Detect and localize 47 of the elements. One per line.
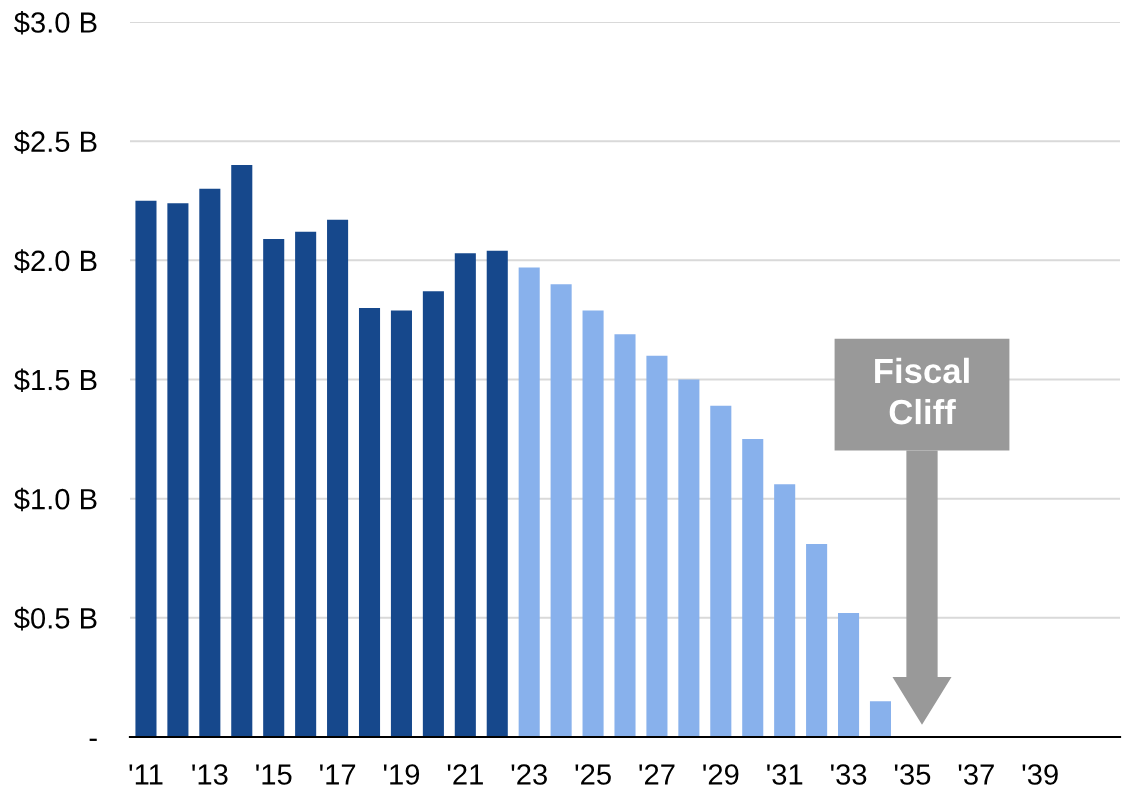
bar [646,355,668,737]
bar [135,200,157,737]
bar [390,310,412,737]
x-tick-label: '13 [192,764,228,785]
bar [295,231,317,737]
x-tick-label: '35 [894,764,931,785]
x-tick-label: '17 [320,764,356,785]
bar [614,334,636,737]
y-tick-label: $2.0 B [14,249,97,273]
x-tick-label: '23 [511,764,547,785]
bar [231,165,253,737]
y-tick-label: $2.5 B [14,130,97,154]
x-tick-label: '15 [256,764,292,785]
bar [582,310,604,737]
bar [263,238,285,737]
x-tick-label: '37 [958,764,994,785]
bar [869,701,892,737]
x-tick-label: '33 [831,764,867,785]
bar [199,188,221,737]
bar [774,484,796,737]
bar [710,405,732,737]
bar [422,291,444,737]
x-tick-label: '31 [767,764,803,785]
bar [327,219,349,737]
x-tick-label: '27 [639,764,675,785]
y-tick-label: $1.0 B [14,487,97,512]
x-tick-label: '39 [1022,764,1058,785]
y-tick-label: $0.5 B [14,606,97,631]
x-tick-label: '19 [383,764,420,785]
bar [806,543,828,737]
bar [678,379,700,737]
bar [486,250,508,737]
bar [167,203,189,737]
bar [518,267,540,737]
x-tick-label: '21 [447,764,483,785]
bar [358,308,381,737]
x-tick-label: '25 [575,764,611,785]
bar [454,253,476,737]
x-tick-label: '29 [703,764,739,785]
x-tick-label: '11 [129,764,163,785]
bar [550,284,572,737]
y-tick-label: $1.5 B [14,368,97,393]
y-tick-label: - [89,738,97,741]
bar [742,439,764,737]
annotation: Fiscal Cliff [875,357,969,425]
bar [838,613,860,737]
y-tick-label: $3.0 B [14,10,97,35]
